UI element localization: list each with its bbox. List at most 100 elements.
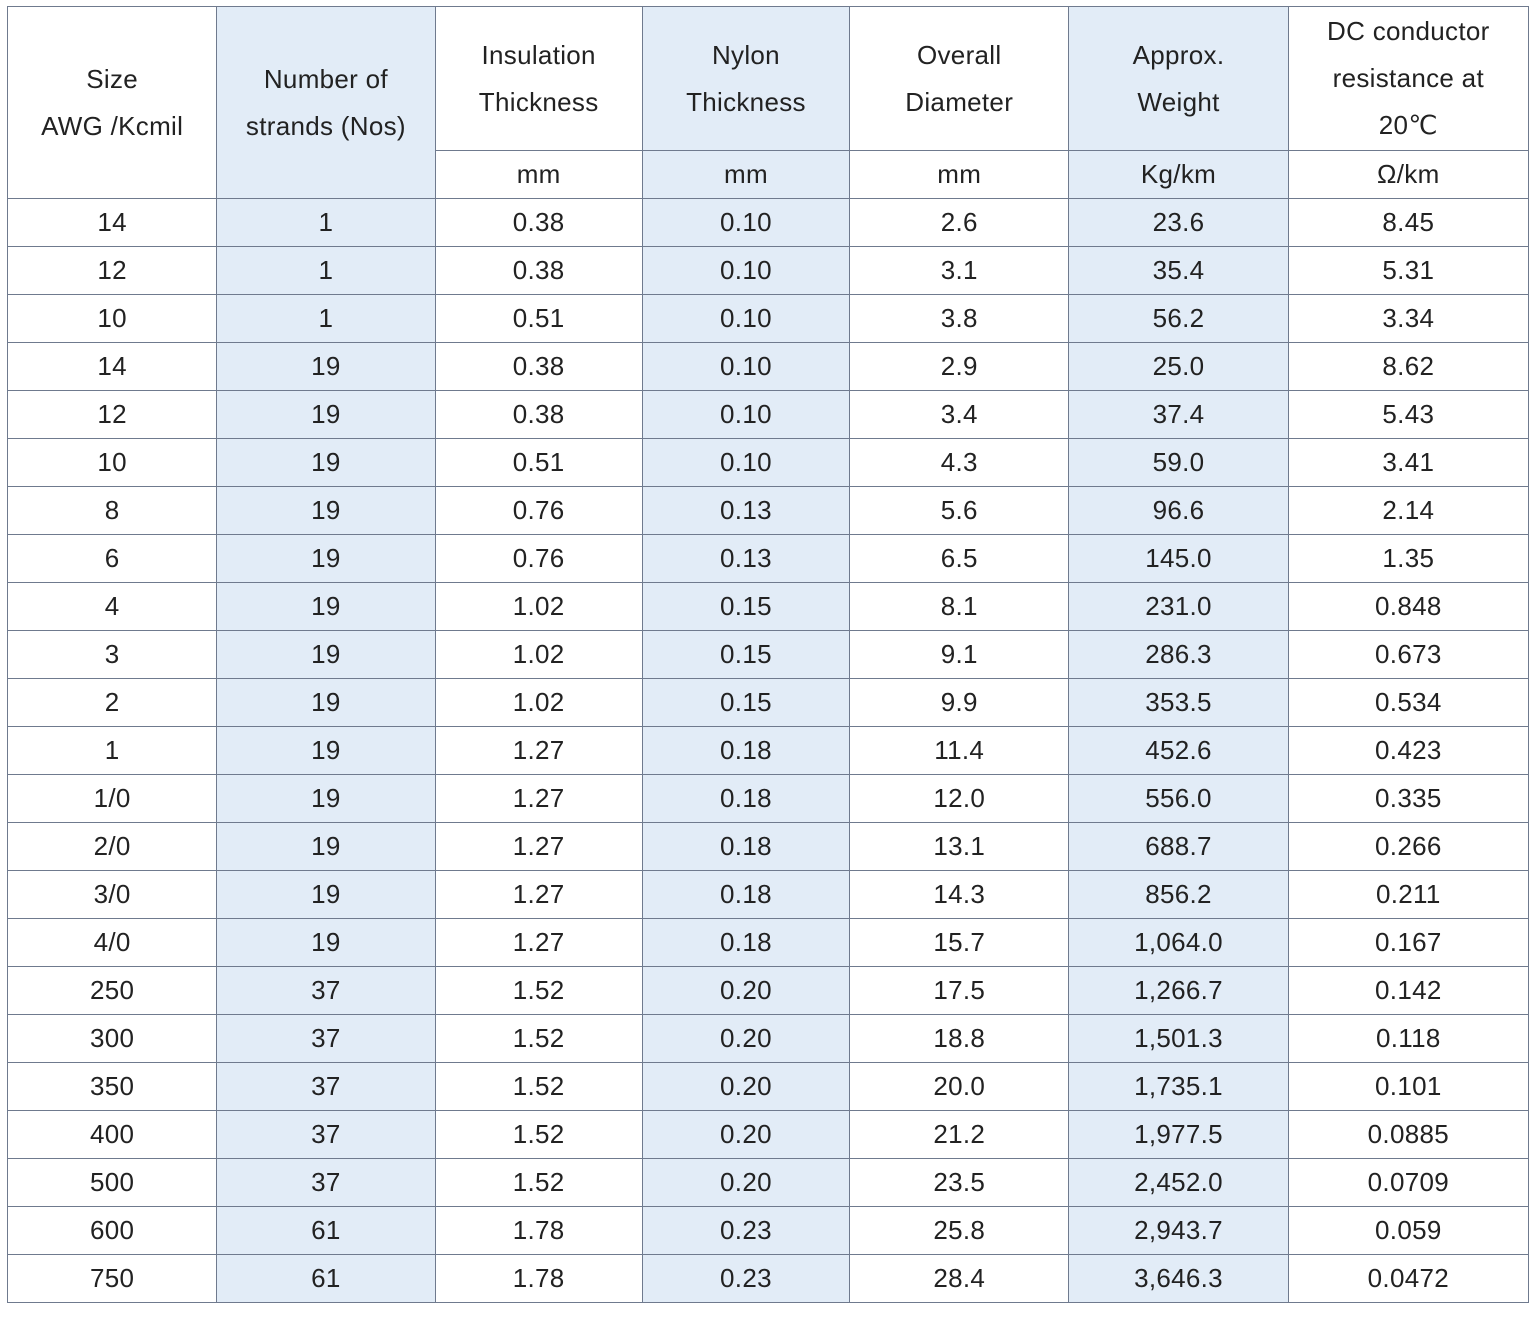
cell-nylon: 0.18 bbox=[641, 870, 851, 919]
cell-nylon: 0.23 bbox=[641, 1254, 851, 1303]
cell-insulation: 1.52 bbox=[434, 1158, 643, 1207]
cell-insulation: 1.02 bbox=[434, 678, 643, 727]
header-insulation: Insulation Thickness bbox=[434, 6, 643, 151]
cell-diameter: 3.1 bbox=[849, 246, 1070, 295]
cell-weight: 2,943.7 bbox=[1068, 1206, 1289, 1255]
cell-size: 300 bbox=[6, 1014, 218, 1063]
cell-nylon: 0.10 bbox=[641, 390, 851, 439]
cell-diameter: 23.5 bbox=[849, 1158, 1070, 1207]
cell-weight: 856.2 bbox=[1068, 870, 1289, 919]
header-nylon-line2: Thickness bbox=[686, 86, 806, 117]
cell-resistance: 1.35 bbox=[1287, 534, 1530, 583]
unit-insulation: mm bbox=[434, 150, 643, 199]
cell-resistance: 0.059 bbox=[1287, 1206, 1530, 1255]
cell-insulation: 1.52 bbox=[434, 966, 643, 1015]
table-row: 1/0 19 1.27 0.18 12.0 556.0 0.335 bbox=[6, 774, 1530, 823]
cell-nylon: 0.23 bbox=[641, 1206, 851, 1255]
table-header: Size AWG /Kcmil Number of strands (Nos) … bbox=[6, 6, 1530, 199]
unit-weight: Kg/km bbox=[1068, 150, 1289, 199]
cell-resistance: 5.31 bbox=[1287, 246, 1530, 295]
cell-resistance: 0.0885 bbox=[1287, 1110, 1530, 1159]
table-row: 10 1 0.51 0.10 3.8 56.2 3.34 bbox=[6, 294, 1530, 343]
header-diameter-line1: Overall bbox=[916, 39, 1002, 70]
cell-insulation: 0.38 bbox=[434, 198, 643, 247]
table-row: 12 1 0.38 0.10 3.1 35.4 5.31 bbox=[6, 246, 1530, 295]
header-resistance-line1: DC conductor bbox=[1327, 16, 1490, 46]
cell-nylon: 0.20 bbox=[641, 1062, 851, 1111]
cell-size: 4 bbox=[6, 582, 218, 631]
header-diameter: Overall Diameter bbox=[849, 6, 1070, 151]
cell-size: 350 bbox=[6, 1062, 218, 1111]
cell-weight: 145.0 bbox=[1068, 534, 1289, 583]
header-size: Size AWG /Kcmil bbox=[6, 6, 218, 199]
cell-insulation: 1.27 bbox=[434, 870, 643, 919]
cell-size: 2 bbox=[6, 678, 218, 727]
cell-strands: 1 bbox=[216, 198, 436, 247]
cell-weight: 1,266.7 bbox=[1068, 966, 1289, 1015]
cell-diameter: 18.8 bbox=[849, 1014, 1070, 1063]
cell-strands: 19 bbox=[216, 726, 436, 775]
table-row: 750 61 1.78 0.23 28.4 3,646.3 0.0472 bbox=[6, 1254, 1530, 1303]
cell-weight: 2,452.0 bbox=[1068, 1158, 1289, 1207]
cell-weight: 23.6 bbox=[1068, 198, 1289, 247]
header-row: Size AWG /Kcmil Number of strands (Nos) … bbox=[6, 6, 1530, 199]
cell-weight: 37.4 bbox=[1068, 390, 1289, 439]
cell-resistance: 0.118 bbox=[1287, 1014, 1530, 1063]
header-insulation-line2: Thickness bbox=[478, 86, 599, 117]
cell-strands: 19 bbox=[216, 774, 436, 823]
cell-size: 10 bbox=[6, 438, 218, 487]
table-row: 12 19 0.38 0.10 3.4 37.4 5.43 bbox=[6, 390, 1530, 439]
cell-insulation: 1.02 bbox=[434, 630, 643, 679]
header-nylon: Nylon Thickness bbox=[641, 6, 851, 151]
cell-diameter: 21.2 bbox=[849, 1110, 1070, 1159]
table-row: 500 37 1.52 0.20 23.5 2,452.0 0.0709 bbox=[6, 1158, 1530, 1207]
cell-strands: 19 bbox=[216, 582, 436, 631]
cell-weight: 1,064.0 bbox=[1068, 918, 1289, 967]
table-row: 400 37 1.52 0.20 21.2 1,977.5 0.0885 bbox=[6, 1110, 1530, 1159]
cell-diameter: 2.6 bbox=[849, 198, 1070, 247]
cell-insulation: 0.38 bbox=[434, 390, 643, 439]
header-weight: Approx. Weight bbox=[1068, 6, 1289, 151]
cell-size: 4/0 bbox=[6, 918, 218, 967]
cell-resistance: 0.101 bbox=[1287, 1062, 1530, 1111]
table-row: 300 37 1.52 0.20 18.8 1,501.3 0.118 bbox=[6, 1014, 1530, 1063]
cell-weight: 353.5 bbox=[1068, 678, 1289, 727]
cell-insulation: 1.27 bbox=[434, 726, 643, 775]
cell-resistance: 0.0472 bbox=[1287, 1254, 1530, 1303]
cell-insulation: 1.52 bbox=[434, 1014, 643, 1063]
cell-weight: 556.0 bbox=[1068, 774, 1289, 823]
cell-insulation: 1.02 bbox=[434, 582, 643, 631]
cell-nylon: 0.20 bbox=[641, 1014, 851, 1063]
header-resistance-line2: resistance at bbox=[1332, 63, 1484, 93]
cell-strands: 37 bbox=[216, 1158, 436, 1207]
cell-weight: 59.0 bbox=[1068, 438, 1289, 487]
cell-diameter: 14.3 bbox=[849, 870, 1070, 919]
header-weight-line2: Weight bbox=[1137, 86, 1220, 117]
cell-insulation: 1.27 bbox=[434, 774, 643, 823]
cell-nylon: 0.10 bbox=[641, 198, 851, 247]
cell-resistance: 0.534 bbox=[1287, 678, 1530, 727]
cell-size: 750 bbox=[6, 1254, 218, 1303]
cell-resistance: 0.142 bbox=[1287, 966, 1530, 1015]
cell-strands: 19 bbox=[216, 822, 436, 871]
cell-nylon: 0.15 bbox=[641, 582, 851, 631]
cell-size: 250 bbox=[6, 966, 218, 1015]
cell-strands: 37 bbox=[216, 966, 436, 1015]
header-strands-line1: Number of bbox=[263, 63, 388, 94]
cell-nylon: 0.18 bbox=[641, 774, 851, 823]
cell-nylon: 0.10 bbox=[641, 438, 851, 487]
cell-nylon: 0.15 bbox=[641, 678, 851, 727]
cell-size: 8 bbox=[6, 486, 218, 535]
cell-weight: 688.7 bbox=[1068, 822, 1289, 871]
cell-weight: 231.0 bbox=[1068, 582, 1289, 631]
cell-weight: 96.6 bbox=[1068, 486, 1289, 535]
header-weight-line1: Approx. bbox=[1132, 39, 1225, 70]
cell-insulation: 0.38 bbox=[434, 246, 643, 295]
cell-diameter: 9.9 bbox=[849, 678, 1070, 727]
cell-insulation: 1.52 bbox=[434, 1062, 643, 1111]
table-row: 350 37 1.52 0.20 20.0 1,735.1 0.101 bbox=[6, 1062, 1530, 1111]
cell-nylon: 0.18 bbox=[641, 822, 851, 871]
cell-size: 14 bbox=[6, 342, 218, 391]
table-row: 14 19 0.38 0.10 2.9 25.0 8.62 bbox=[6, 342, 1530, 391]
cell-size: 3 bbox=[6, 630, 218, 679]
